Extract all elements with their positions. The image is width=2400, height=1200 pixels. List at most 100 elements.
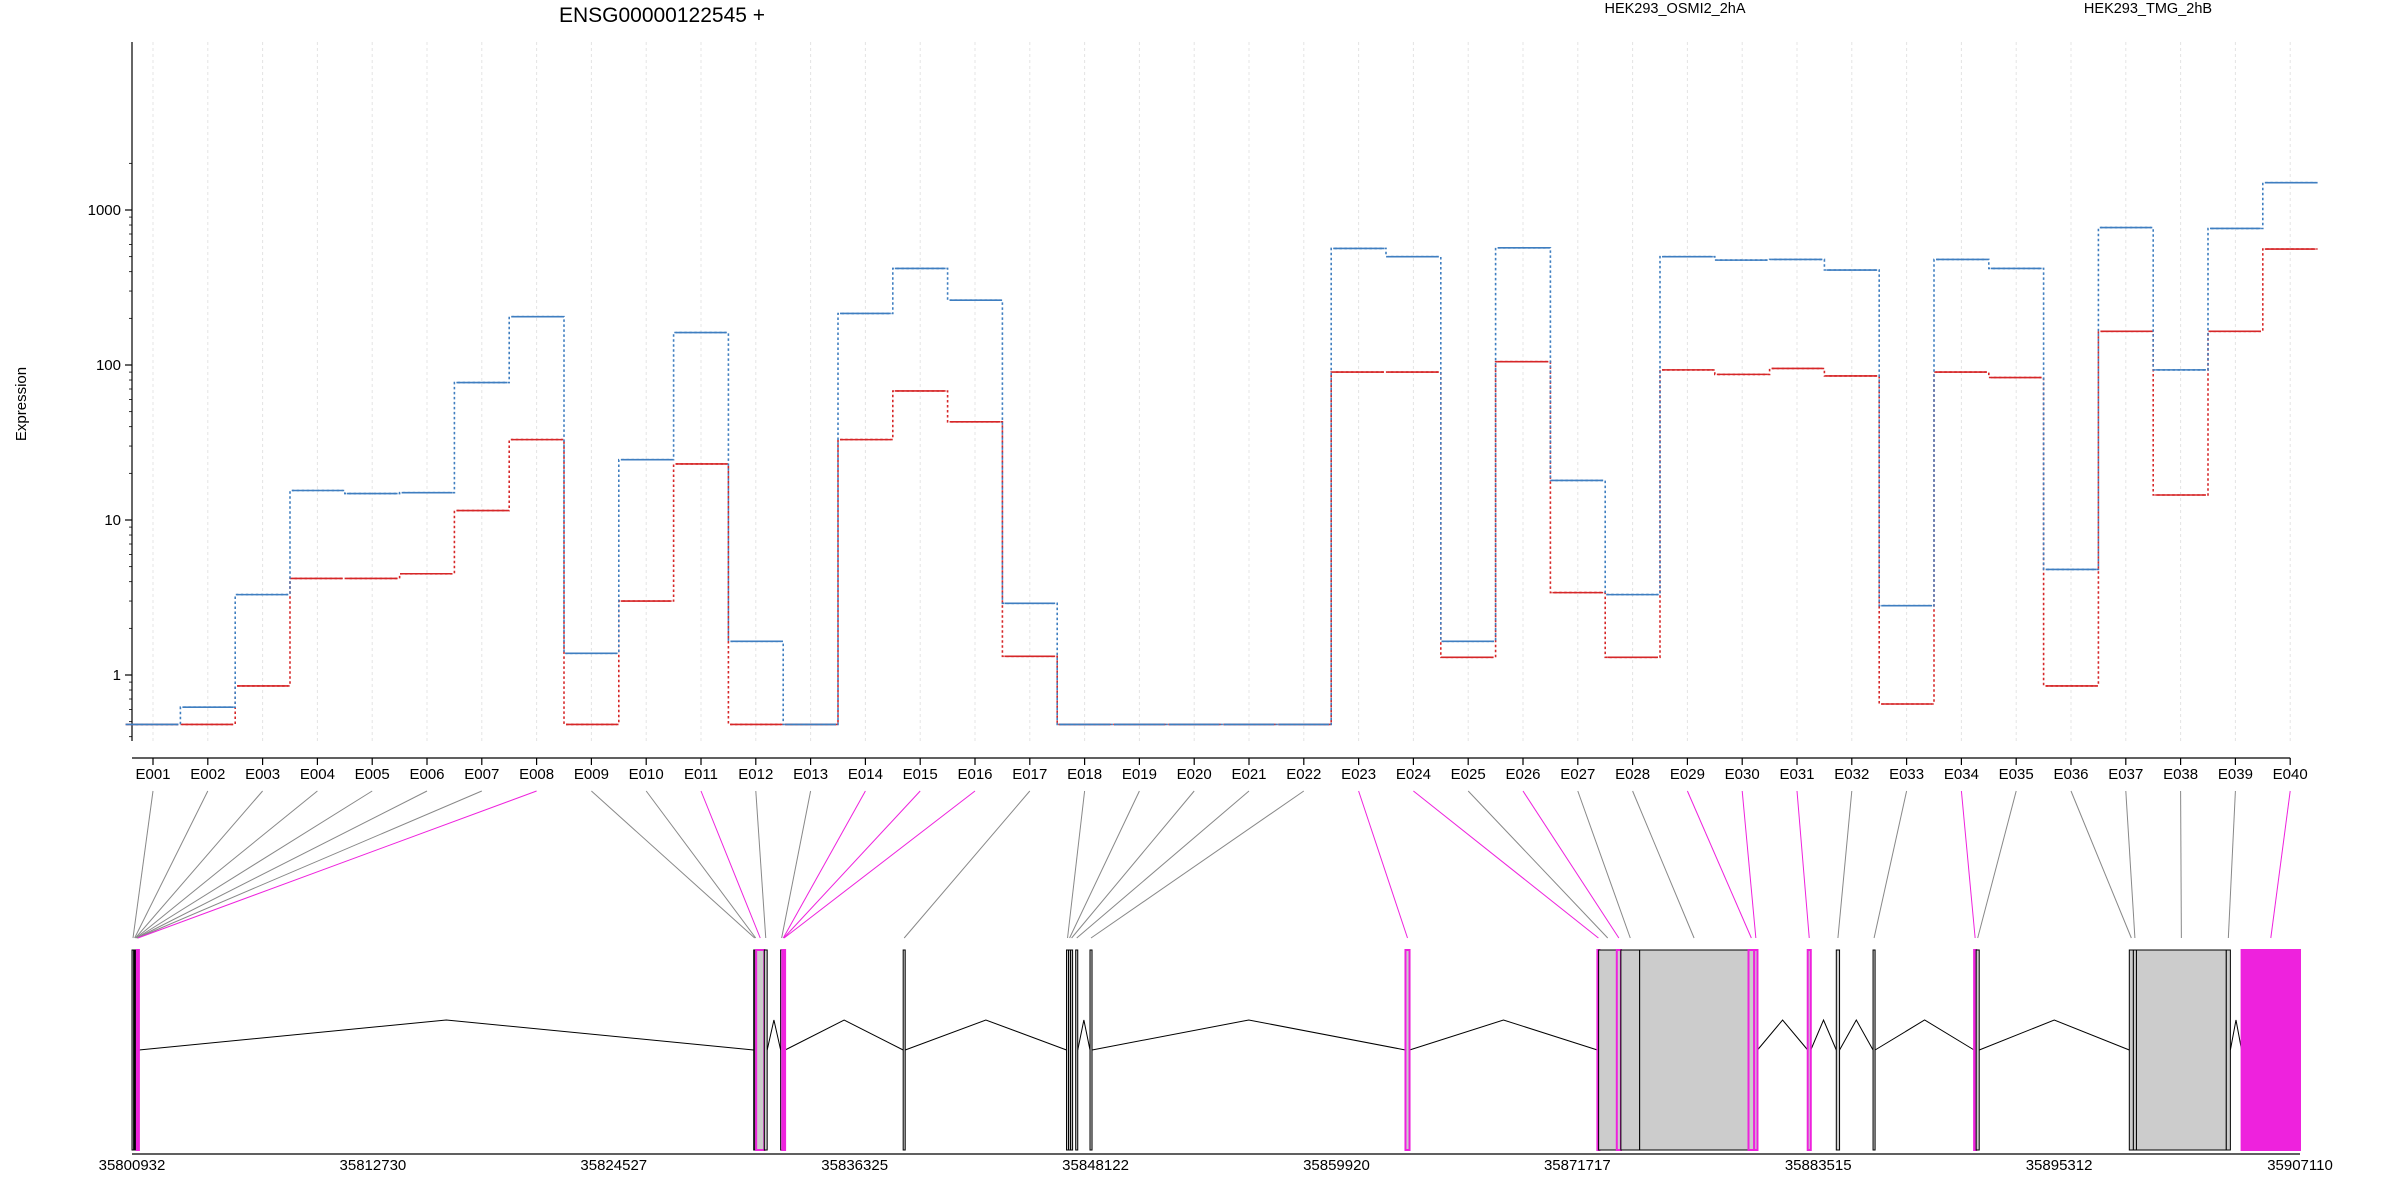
exon-connector <box>1069 790 1140 939</box>
y-axis-label: Expression <box>13 367 30 441</box>
x-tick-label: E010 <box>629 766 664 783</box>
exon-box <box>2128 949 2134 1151</box>
coord-tick-label: 35848122 <box>1062 1157 1129 1174</box>
intron-line <box>766 1019 782 1051</box>
coord-tick-label: 35836325 <box>821 1157 888 1174</box>
exon-connector <box>135 790 318 939</box>
x-tick-label: E006 <box>409 766 444 783</box>
exon-box <box>1598 949 1618 1151</box>
exon-connector <box>783 790 976 939</box>
exon-box <box>2135 949 2227 1151</box>
x-tick-label: E013 <box>793 766 828 783</box>
exon-box <box>2240 949 2302 1151</box>
exon-connector <box>782 790 866 939</box>
x-tick-label: E033 <box>1889 766 1924 783</box>
exon-connector <box>2125 790 2136 939</box>
intron-line <box>1839 1018 1874 1051</box>
x-tick-label: E022 <box>1286 766 1321 783</box>
intron-line <box>784 1019 904 1051</box>
exon-box <box>1975 949 1980 1151</box>
exon-connector <box>1577 790 1631 939</box>
exon-connector-layer <box>132 790 2291 939</box>
coord-tick-label: 35883515 <box>1785 1157 1852 1174</box>
exon-connector <box>136 790 428 939</box>
intron-line <box>2229 1019 2243 1051</box>
exon-connector <box>1413 790 1599 939</box>
exon-connector <box>1522 790 1620 939</box>
x-tick-label: E036 <box>2053 766 2088 783</box>
x-tick-label: E020 <box>1177 766 1212 783</box>
x-tick-label: E032 <box>1834 766 1869 783</box>
x-tick-label: E040 <box>2273 766 2308 783</box>
y-axis: 1 10 100 1000 <box>88 42 133 741</box>
exon-box <box>1639 949 1749 1151</box>
coord-tick-label: 35812730 <box>340 1157 407 1174</box>
exon-box <box>135 949 140 1151</box>
x-tick-label: E031 <box>1779 766 1814 783</box>
x-tick-label: E026 <box>1505 766 1540 783</box>
x-tick-label: E021 <box>1231 766 1266 783</box>
exon-box <box>1075 949 1079 1151</box>
exon-connector <box>1873 790 1908 939</box>
series-line <box>125 248 2318 726</box>
x-tick-label: E017 <box>1012 766 1047 783</box>
exon-connector <box>903 790 1031 939</box>
exon-connector <box>783 790 921 939</box>
x-tick-label: E011 <box>684 766 718 783</box>
exon-connector <box>700 790 761 939</box>
x-tick-label: E009 <box>574 766 609 783</box>
exon-connector <box>135 790 263 939</box>
exon-connector <box>1977 790 2017 939</box>
exon-connector <box>136 790 373 939</box>
exon-connector <box>781 790 812 939</box>
exon-connector <box>1467 790 1609 939</box>
x-tick-label: E014 <box>848 766 883 783</box>
legend-series-1: HEK293_OSMI2_2hA <box>1604 1 1745 17</box>
exon-connector <box>1686 790 1752 939</box>
exon-connector <box>137 790 482 939</box>
x-tick-label: E034 <box>1944 766 1979 783</box>
coord-tick-label: 35895312 <box>2026 1157 2093 1174</box>
exon-connector <box>132 790 154 939</box>
exon-connector <box>755 790 767 939</box>
x-tick-label: E012 <box>738 766 773 783</box>
x-tick-label: E004 <box>300 766 335 783</box>
exon-box <box>755 949 766 1151</box>
x-tick-label: E037 <box>2108 766 2143 783</box>
x-tick-label: E002 <box>190 766 225 783</box>
exon-connector <box>2227 790 2236 939</box>
x-tick-label: E016 <box>957 766 992 783</box>
x-tick-label: E015 <box>903 766 938 783</box>
exon-connector <box>1837 790 1853 939</box>
x-tick-label: E003 <box>245 766 280 783</box>
x-tick-label: E028 <box>1615 766 1650 783</box>
x-axis: E001 E002 E003 E004 E005 E006 E007 E008 E009 E010… <box>132 757 2308 783</box>
x-tick-label: E039 <box>2218 766 2253 783</box>
exon-box <box>782 949 787 1151</box>
intron-line <box>1810 1018 1837 1051</box>
y-tick-label: 100 <box>96 357 121 374</box>
exon-connector <box>2070 790 2132 939</box>
series-line <box>125 181 2318 726</box>
coord-tick-label: 35824527 <box>580 1157 647 1174</box>
gene-model <box>131 949 2302 1151</box>
intron-line <box>1979 1019 2130 1051</box>
intron-line <box>905 1019 1067 1051</box>
x-tick-label: E027 <box>1560 766 1595 783</box>
exon-connector <box>2270 790 2291 939</box>
exon-box <box>1835 949 1841 1151</box>
exon-box <box>1620 949 1641 1151</box>
exon-connector <box>1067 790 1086 939</box>
coord-tick-label: 35871717 <box>1544 1157 1611 1174</box>
intron-line <box>1757 1019 1809 1051</box>
intron-line <box>1091 1019 1406 1051</box>
exon-connector <box>2180 790 2182 939</box>
genomic-coordinate-axis: 35800932 35812730 35824527 35836325 35848122… <box>99 1153 2333 1174</box>
x-tick-label: E008 <box>519 766 554 783</box>
exon-box <box>1070 949 1074 1151</box>
x-tick-label: E024 <box>1396 766 1431 783</box>
exon-box <box>763 949 768 1151</box>
exon-box <box>1806 949 1812 1151</box>
legend-series-2: HEK293_TMG_2hB <box>2084 1 2212 17</box>
